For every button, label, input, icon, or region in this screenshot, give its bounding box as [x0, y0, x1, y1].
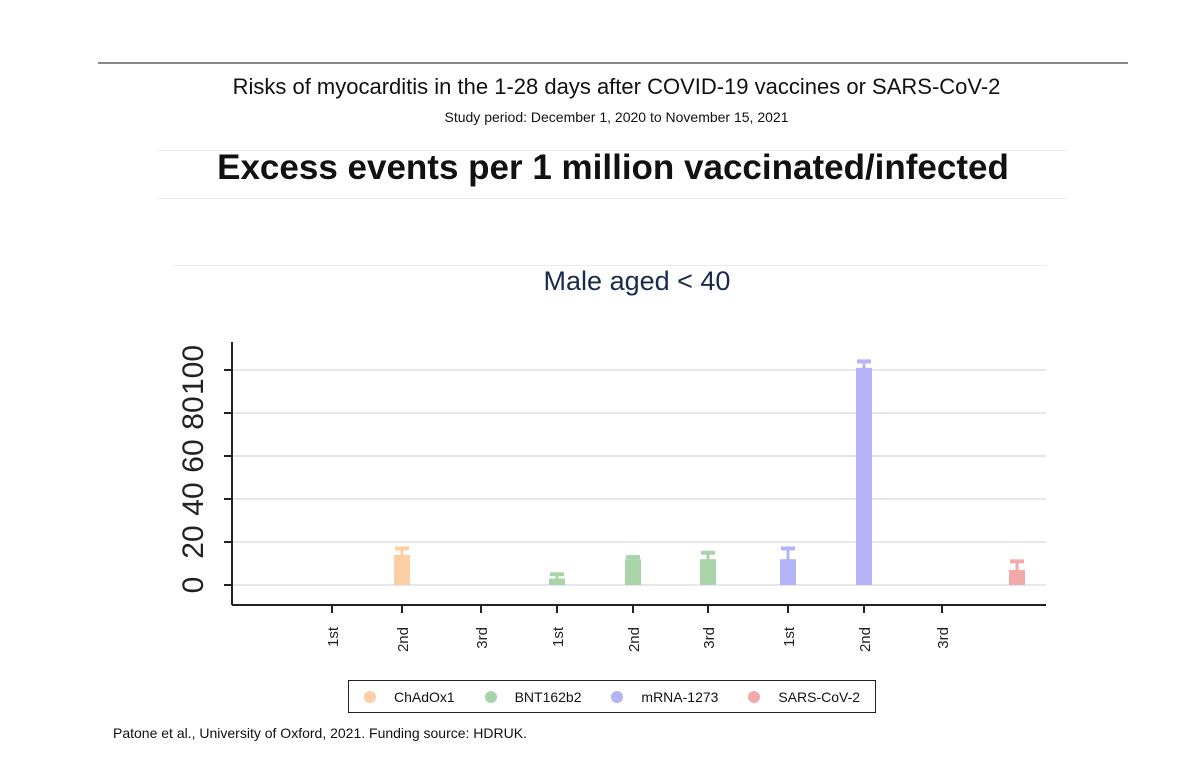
bar: [625, 559, 641, 585]
x-tick-label: 1st: [325, 626, 342, 647]
bar: [700, 559, 716, 585]
x-tick-label: 3rd: [474, 627, 491, 649]
bar: [394, 554, 410, 585]
subtitle: Study period: December 1, 2020 to Novemb…: [444, 109, 789, 125]
x-tick-label: 2nd: [857, 627, 874, 652]
x-tick-label: 2nd: [395, 627, 412, 652]
x-tick-label: 3rd: [935, 627, 952, 649]
heading: Excess events per 1 million vaccinated/i…: [217, 148, 1009, 187]
divider: [172, 265, 1047, 266]
bar: [856, 367, 872, 585]
source-note: Patone et al., University of Oxford, 202…: [113, 725, 527, 741]
x-tick-label: 1st: [781, 626, 798, 647]
legend-label: mRNA-1273: [641, 688, 719, 705]
legend-item: SARS-CoV-2: [748, 689, 860, 705]
bar: [780, 559, 796, 585]
x-tick-label: 1st: [550, 626, 567, 647]
legend: ChAdOx1 BNT162b2 mRNA-1273 SARS-CoV-2: [348, 680, 876, 713]
y-tick-label: 100: [177, 345, 210, 395]
legend-label: SARS-CoV-2: [778, 688, 861, 705]
legend-swatch: [748, 690, 761, 703]
legend-label: ChAdOx1: [393, 688, 455, 705]
y-tick-label: 20: [177, 525, 210, 558]
legend-label: BNT162b2: [514, 688, 582, 705]
legend-swatch: [363, 690, 376, 703]
divider: [158, 150, 1068, 151]
x-tick-label: 2nd: [626, 627, 643, 652]
y-tick-label: 0: [177, 577, 210, 594]
legend-item: mRNA-1273: [611, 689, 718, 705]
y-tick-label: 60: [177, 439, 210, 472]
y-tick-label: 80: [177, 396, 210, 429]
legend-item: BNT162b2: [484, 688, 582, 705]
y-tick-label: 40: [177, 482, 210, 515]
legend-item: ChAdOx1: [363, 688, 455, 705]
legend-swatch: [484, 690, 497, 703]
top-rule: [98, 62, 1128, 64]
chart-title: Male aged < 40: [544, 266, 731, 296]
legend-swatch: [611, 690, 624, 703]
divider: [158, 198, 1068, 199]
x-tick-label: 3rd: [701, 627, 718, 649]
page-title: Risks of myocarditis in the 1-28 days af…: [232, 74, 1001, 99]
